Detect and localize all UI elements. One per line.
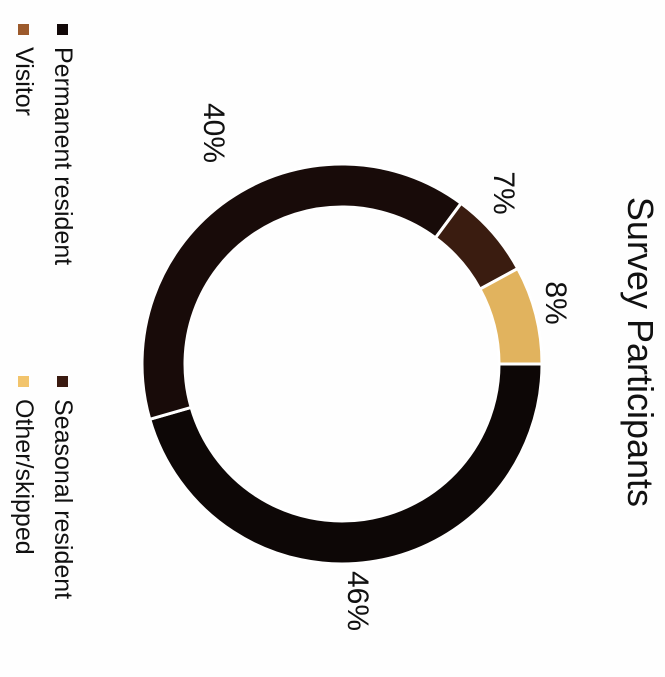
legend-label: Other/skipped — [10, 399, 39, 555]
chart-title: Survey Participants — [620, 196, 661, 508]
legend-item-permanent-resident: Permanent resident — [48, 24, 78, 265]
legend-item-other-skipped: Other/skipped — [9, 376, 39, 555]
slice-seasonal-resident — [147, 362, 544, 566]
legend-label: Permanent resident — [49, 47, 78, 266]
slice-label-seasonal: 46% — [341, 570, 374, 632]
legend-label: Seasonal resident — [49, 399, 78, 600]
slice-label-permanent: 40% — [197, 102, 230, 164]
legend-label: Visitor — [10, 47, 39, 117]
legend-item-visitor: Visitor — [9, 24, 39, 116]
legend-item-seasonal-resident: Seasonal resident — [48, 376, 78, 599]
slice-other-skipped — [477, 266, 544, 366]
legend-swatch — [18, 376, 30, 387]
legend-swatch — [18, 24, 30, 35]
slice-permanent-resident — [140, 162, 464, 422]
slice-label-other: 8% — [539, 281, 572, 325]
slice-label-visitor: 7% — [487, 171, 520, 215]
legend-swatch — [57, 24, 69, 35]
legend-swatch — [57, 376, 69, 387]
